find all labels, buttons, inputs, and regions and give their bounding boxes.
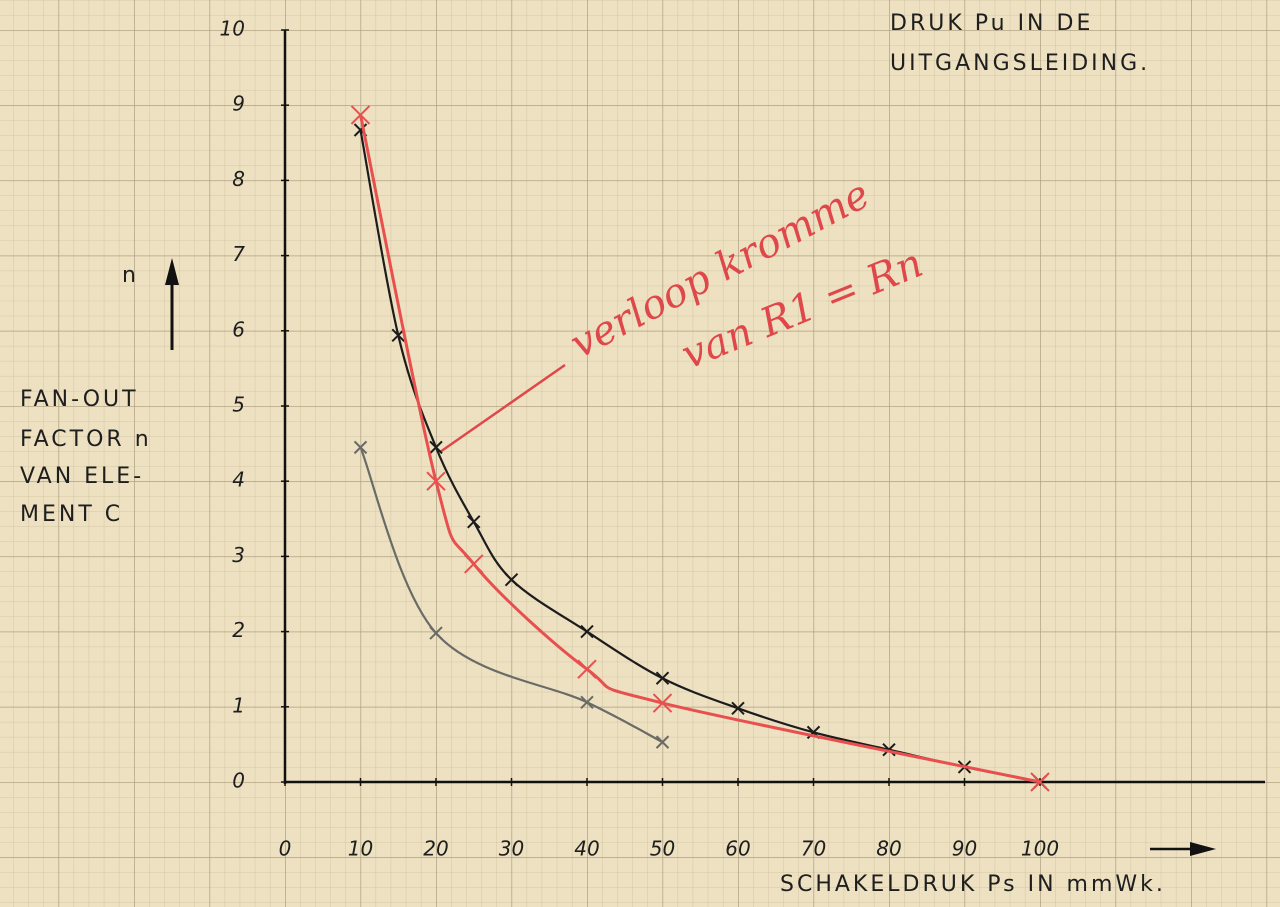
y-tick-label: 8 [232, 167, 245, 191]
x-tick-label: 70 [801, 837, 826, 861]
y-tick-label: 2 [232, 618, 245, 642]
x-tick-label: 60 [725, 837, 750, 861]
y-tick-label: 5 [232, 393, 245, 417]
x-tick-label: 100 [1021, 837, 1059, 861]
chart: DRUK Pu IN DE UITGANGSLEIDING. verloop k… [0, 0, 1280, 907]
x-tick-label: 90 [952, 837, 977, 861]
y-tick-label: 3 [232, 543, 245, 567]
x-tick-label: 10 [348, 837, 373, 861]
x-tick-label: 50 [650, 837, 675, 861]
title-line: DRUK Pu IN DE [890, 11, 1093, 36]
y-tick-label: 1 [232, 693, 245, 717]
page: DRUK Pu IN DE UITGANGSLEIDING. verloop k… [0, 0, 1280, 907]
title-line: UITGANGSLEIDING. [890, 51, 1150, 76]
y-tick-label: 4 [232, 468, 245, 492]
y-label-line: FAN-OUT [20, 387, 139, 412]
y-tick-label: 10 [220, 17, 245, 41]
major-grid [0, 0, 1280, 907]
y-tick-label: 9 [232, 92, 245, 116]
y-label-line: VAN ELE- [20, 464, 144, 489]
y-tick-label: 6 [232, 317, 245, 341]
x-tick-label: 40 [574, 837, 599, 861]
x-tick-label: 0 [279, 837, 292, 861]
x-tick-label: 30 [499, 837, 524, 861]
x-tick-label: 20 [423, 837, 448, 861]
y-label-line: FACTOR n [20, 427, 152, 452]
y-label-line: MENT C [20, 502, 123, 527]
x-label: SCHAKELDRUK Ps IN mmWk. [780, 872, 1166, 897]
y-tick-label: 7 [232, 242, 245, 266]
y-tick-label: 0 [232, 769, 245, 793]
y-label-symbol: n [122, 263, 139, 288]
x-tick-label: 80 [876, 837, 901, 861]
